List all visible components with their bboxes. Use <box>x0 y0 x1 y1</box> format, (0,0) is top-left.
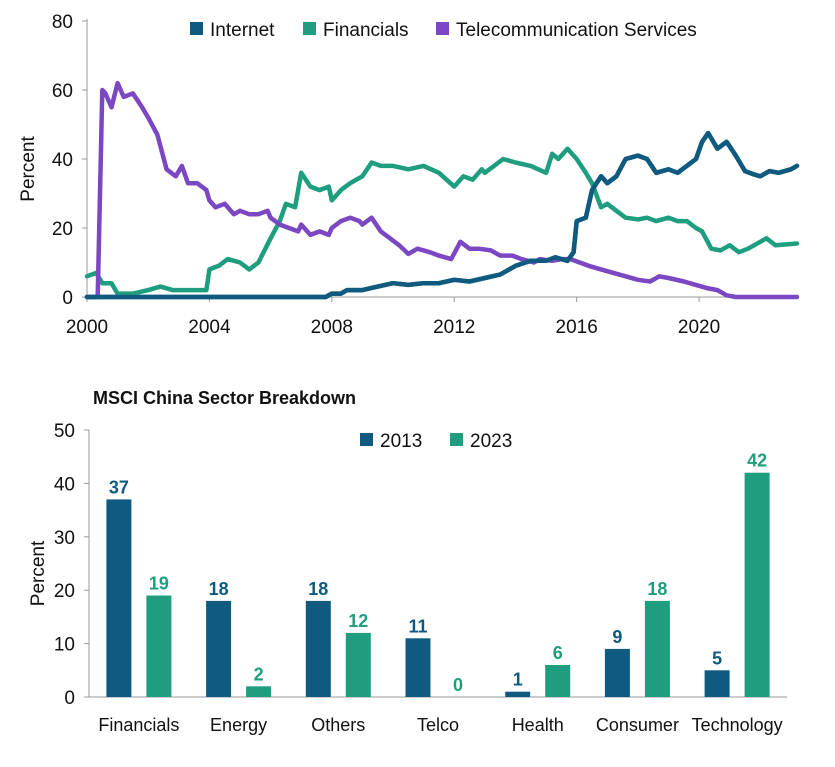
bar-2013-consumer <box>604 648 630 697</box>
legend-swatch <box>303 22 316 35</box>
data-label: 0 <box>453 675 463 695</box>
y-axis-title: Percent <box>18 136 39 202</box>
y-tick-label: 40 <box>52 150 73 171</box>
bar-2023-others <box>345 632 371 697</box>
data-label: 2 <box>254 664 264 684</box>
y-axis-title: Percent <box>28 540 49 606</box>
bar-2023-consumer <box>644 600 670 697</box>
category-label: Financials <box>98 715 179 735</box>
bar-chart-title: MSCI China Sector Breakdown <box>93 388 356 408</box>
legend-label: Financials <box>323 20 409 41</box>
legend-swatch <box>360 433 373 446</box>
legend-label: 2023 <box>470 431 512 452</box>
bar-2023-financials <box>146 595 172 697</box>
x-tick-label: 2000 <box>66 317 108 338</box>
category-label: Energy <box>210 715 267 735</box>
y-tick-label: 0 <box>64 688 75 709</box>
bar-2013-others <box>305 600 331 697</box>
y-tick-label: 0 <box>62 288 73 309</box>
legend-swatch <box>450 433 463 446</box>
line-chart-sector-weights: 0 20 40 60 80 2000 2004 2008 2012 2016 2020 Percent… <box>18 12 800 338</box>
data-label: 5 <box>712 648 722 668</box>
legend-label: Telecommunication Services <box>456 20 697 41</box>
category-label: Health <box>512 715 564 735</box>
bar-2023-energy <box>246 686 272 697</box>
bar-2013-telco <box>405 638 431 697</box>
bar-2013-energy <box>206 600 232 697</box>
bar-2013-financials <box>106 499 132 697</box>
data-label: 18 <box>647 579 667 599</box>
legend-swatch <box>190 22 203 35</box>
legend-label: Internet <box>210 20 275 41</box>
data-label: 6 <box>553 643 563 663</box>
category-label: Others <box>311 715 365 735</box>
legend-label: 2013 <box>380 431 422 452</box>
data-label: 9 <box>612 627 622 647</box>
series-line-telecommunication-services <box>84 80 800 300</box>
data-label: 19 <box>149 574 169 594</box>
y-tick-label: 40 <box>54 474 75 495</box>
data-label: 42 <box>747 451 767 471</box>
bar-2023-health <box>545 665 571 697</box>
y-tick-label: 10 <box>54 635 75 656</box>
category-label: Consumer <box>596 715 679 735</box>
legend-swatch <box>436 22 449 35</box>
x-tick-label: 2004 <box>188 317 231 338</box>
bar-chart-sector-breakdown: MSCI China Sector Breakdown01020304050Pe… <box>28 388 787 735</box>
bar-2013-health <box>505 691 531 697</box>
data-label: 18 <box>308 579 328 599</box>
series-line-financials <box>84 146 800 296</box>
data-label: 1 <box>513 670 523 690</box>
y-tick-label: 60 <box>52 81 73 102</box>
y-tick-label: 50 <box>54 421 75 442</box>
series-line-internet-overlay <box>84 130 800 300</box>
y-tick-label: 20 <box>52 219 73 240</box>
y-tick-label: 80 <box>52 12 73 33</box>
x-tick-label: 2016 <box>556 317 598 338</box>
data-label: 37 <box>109 477 129 497</box>
data-label: 18 <box>209 579 229 599</box>
category-label: Technology <box>692 715 783 735</box>
data-label: 12 <box>348 611 368 631</box>
bar-2013-technology <box>704 670 730 697</box>
y-tick-label: 20 <box>54 581 75 602</box>
y-tick-label: 30 <box>54 528 75 549</box>
x-tick-label: 2012 <box>433 317 475 338</box>
series-line-internet <box>84 130 800 300</box>
x-tick-label: 2008 <box>311 317 353 338</box>
data-label: 11 <box>408 616 427 636</box>
x-tick-label: 2020 <box>678 317 720 338</box>
category-label: Telco <box>417 715 459 735</box>
bar-2023-technology <box>744 472 770 697</box>
